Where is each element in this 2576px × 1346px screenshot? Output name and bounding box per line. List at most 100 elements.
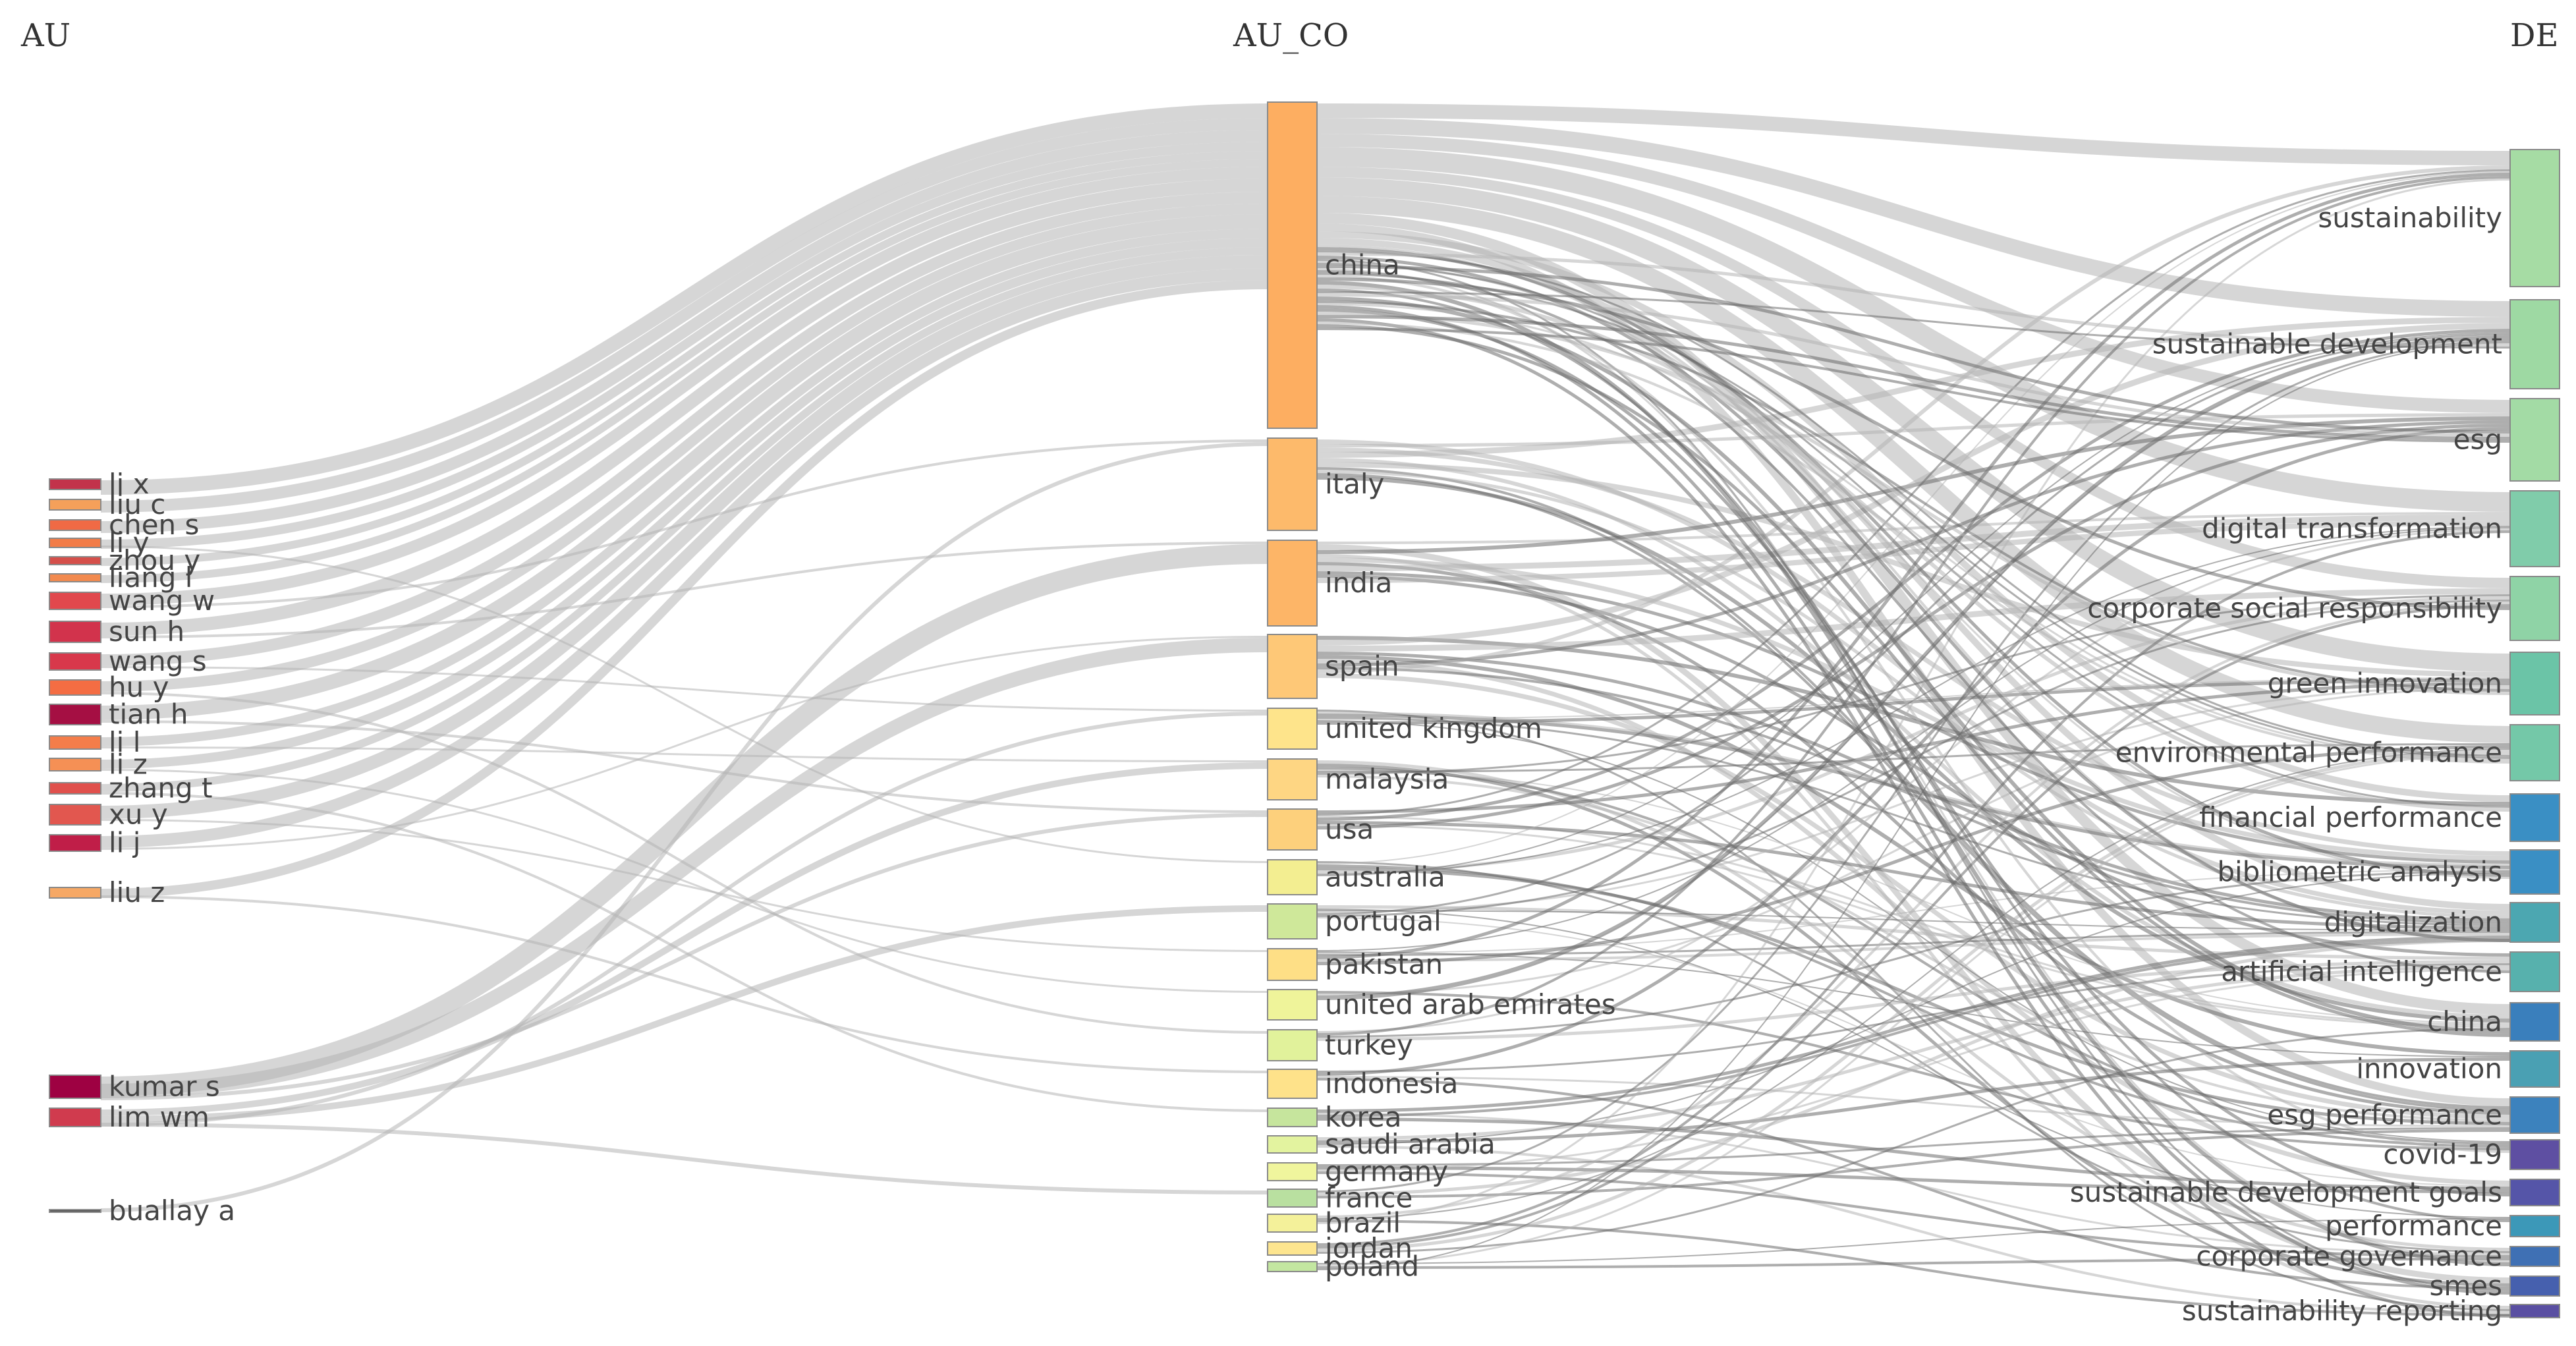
link-au-14-to-au_co-9[interactable] [100,819,1268,952]
link-au_co-10-to-de-1[interactable] [1316,339,2511,1000]
node-au-kumar-s[interactable] [49,1075,101,1099]
node-au-co-germany[interactable] [1267,1162,1318,1181]
link-au_co-0-to-de-5[interactable] [1316,312,2511,695]
node-au-li-x[interactable] [49,478,101,490]
node-au-co-united-kingdom[interactable] [1267,708,1318,750]
link-au_co-14-to-de-19[interactable] [1316,1145,2511,1314]
link-au_co-10-to-de-5[interactable] [1316,687,2511,995]
link-au_co-3-to-de-1[interactable] [1316,323,2511,646]
node-au-co-poland[interactable] [1267,1261,1318,1272]
link-au-11-to-au_co-0[interactable] [100,229,1268,746]
link-au_co-6-to-de-0[interactable] [1316,169,2511,816]
node-au-co-malaysia[interactable] [1267,758,1318,800]
link-au_co-0-to-de-1[interactable] [1316,118,2511,317]
link-au_co-3-to-de-15[interactable] [1316,659,2511,1185]
link-au_co-2-to-de-3[interactable] [1316,520,2511,583]
link-au_co-14-to-de-12[interactable] [1316,1057,2511,1144]
node-au-co-korea[interactable] [1267,1108,1318,1127]
link-au_co-0-to-de-2[interactable] [1316,134,2511,413]
link-au_co-7-to-de-13[interactable] [1316,867,2511,1125]
link-au_co-0-to-de-15[interactable] [1316,308,2511,1196]
link-au_co-6-to-de-1[interactable] [1316,329,2511,821]
node-au-tian-h[interactable] [49,704,101,725]
link-au_co-13-to-de-9[interactable] [1316,936,2511,1113]
link-au_co-7-to-de-17[interactable] [1316,861,2511,1253]
link-au_co-0-to-de-0[interactable] [1316,103,2511,165]
link-au_co-0-to-de-2[interactable] [1316,293,2511,437]
node-au-co-china[interactable] [1267,101,1318,429]
link-au-5-to-au_co-0[interactable] [100,159,1268,583]
link-au_co-13-to-de-15[interactable] [1316,1117,2511,1190]
node-au-co-portugal[interactable] [1267,903,1318,939]
link-au-6-to-au_co-0[interactable] [100,167,1268,605]
link-au_co-0-to-de-1[interactable] [1316,291,2511,349]
link-au_co-18-to-de-3[interactable] [1316,530,2511,1246]
node-au-xu-y[interactable] [49,804,101,826]
node-au-li-l[interactable] [49,735,101,750]
link-au_co-0-to-de-19[interactable] [1316,318,2511,1318]
link-au_co-4-to-de-5[interactable] [1316,677,2511,720]
link-au_co-19-to-de-16[interactable] [1316,1218,2511,1264]
link-au_co-6-to-de-9[interactable] [1316,821,2511,930]
node-au-co-brazil[interactable] [1267,1214,1318,1233]
link-au-11-to-au_co-5[interactable] [100,746,1268,762]
link-au_co-11-to-de-0[interactable] [1316,176,2511,1036]
link-au_co-4-to-de-9[interactable] [1316,717,2511,926]
link-au_co-5-to-de-11[interactable] [1316,770,2511,1024]
link-au-9-to-au_co-0[interactable] [100,204,1268,692]
node-de-artificial-intelligence[interactable] [2509,951,2560,992]
link-au_co-17-to-de-19[interactable] [1316,1220,2511,1316]
link-au-18-to-au_co-4[interactable] [100,712,1268,1127]
link-au_co-0-to-de-3[interactable] [1316,147,2511,512]
link-au_co-17-to-de-6[interactable] [1316,748,2511,1220]
link-au_co-11-to-de-8[interactable] [1316,870,2511,1038]
link-au_co-3-to-de-9[interactable] [1316,667,2511,924]
link-au_co-9-to-de-6[interactable] [1316,745,2511,965]
link-au_co-0-to-de-10[interactable] [1316,270,2511,973]
link-au_co-0-to-de-6[interactable] [1316,303,2511,761]
link-au-15-to-au_co-0[interactable] [100,268,1268,848]
node-au-wang-s[interactable] [49,652,101,671]
node-au-zhou-y[interactable] [49,556,101,565]
node-au-co-spain[interactable] [1267,634,1318,699]
link-au_co-0-to-de-11[interactable] [1316,324,2511,1037]
link-au-3-to-au_co-0[interactable] [100,142,1268,549]
link-au-8-to-au_co-4[interactable] [100,666,1268,712]
node-au-co-usa[interactable] [1267,808,1318,851]
link-au-0-to-au_co-0[interactable] [100,103,1268,495]
node-de-corporate-governance[interactable] [2509,1246,2560,1267]
link-au-16-to-au_co-12[interactable] [100,895,1268,1073]
node-de-sustainability[interactable] [2509,149,2560,287]
link-au_co-18-to-de-6[interactable] [1316,750,2511,1252]
link-au_co-3-to-de-7[interactable] [1316,636,2511,806]
node-de-sustainable-development[interactable] [2509,299,2560,389]
link-au_co-5-to-de-4[interactable] [1316,594,2511,775]
node-de-esg[interactable] [2509,398,2560,482]
link-au_co-1-to-de-1[interactable] [1316,317,2511,458]
link-au_co-0-to-de-5[interactable] [1316,300,2511,692]
link-au_co-16-to-de-13[interactable] [1316,1129,2511,1197]
link-au_co-1-to-de-9[interactable] [1316,470,2511,918]
node-au-co-pakistan[interactable] [1267,948,1318,981]
node-au-co-united-arab-emirates[interactable] [1267,989,1318,1021]
link-au_co-0-to-de-6[interactable] [1316,322,2511,764]
link-au-12-to-au_co-10[interactable] [100,769,1268,993]
link-au_co-17-to-de-4[interactable] [1316,602,2511,1218]
node-au-co-france[interactable] [1267,1189,1318,1208]
link-au_co-15-to-de-15[interactable] [1316,1166,2511,1193]
node-au-li-y[interactable] [49,538,101,548]
node-au-buallay-a[interactable] [49,1209,101,1213]
link-au-13-to-au_co-13[interactable] [100,792,1268,1112]
link-au-2-to-au_co-0[interactable] [100,130,1268,533]
link-au_co-0-to-de-2[interactable] [1316,327,2511,443]
node-au-co-indonesia[interactable] [1267,1069,1318,1099]
link-au_co-8-to-de-1[interactable] [1316,333,2511,915]
node-au-co-india[interactable] [1267,540,1318,627]
link-au_co-2-to-de-18[interactable] [1316,544,2511,1283]
link-au-13-to-au_co-0[interactable] [100,247,1268,792]
node-de-esg-performance[interactable] [2509,1096,2560,1134]
node-de-green-innovation[interactable] [2509,652,2560,715]
node-au-li-z[interactable] [49,758,101,771]
link-au-3-to-au_co-7[interactable] [100,546,1268,863]
link-au_co-6-to-de-2[interactable] [1316,424,2511,829]
